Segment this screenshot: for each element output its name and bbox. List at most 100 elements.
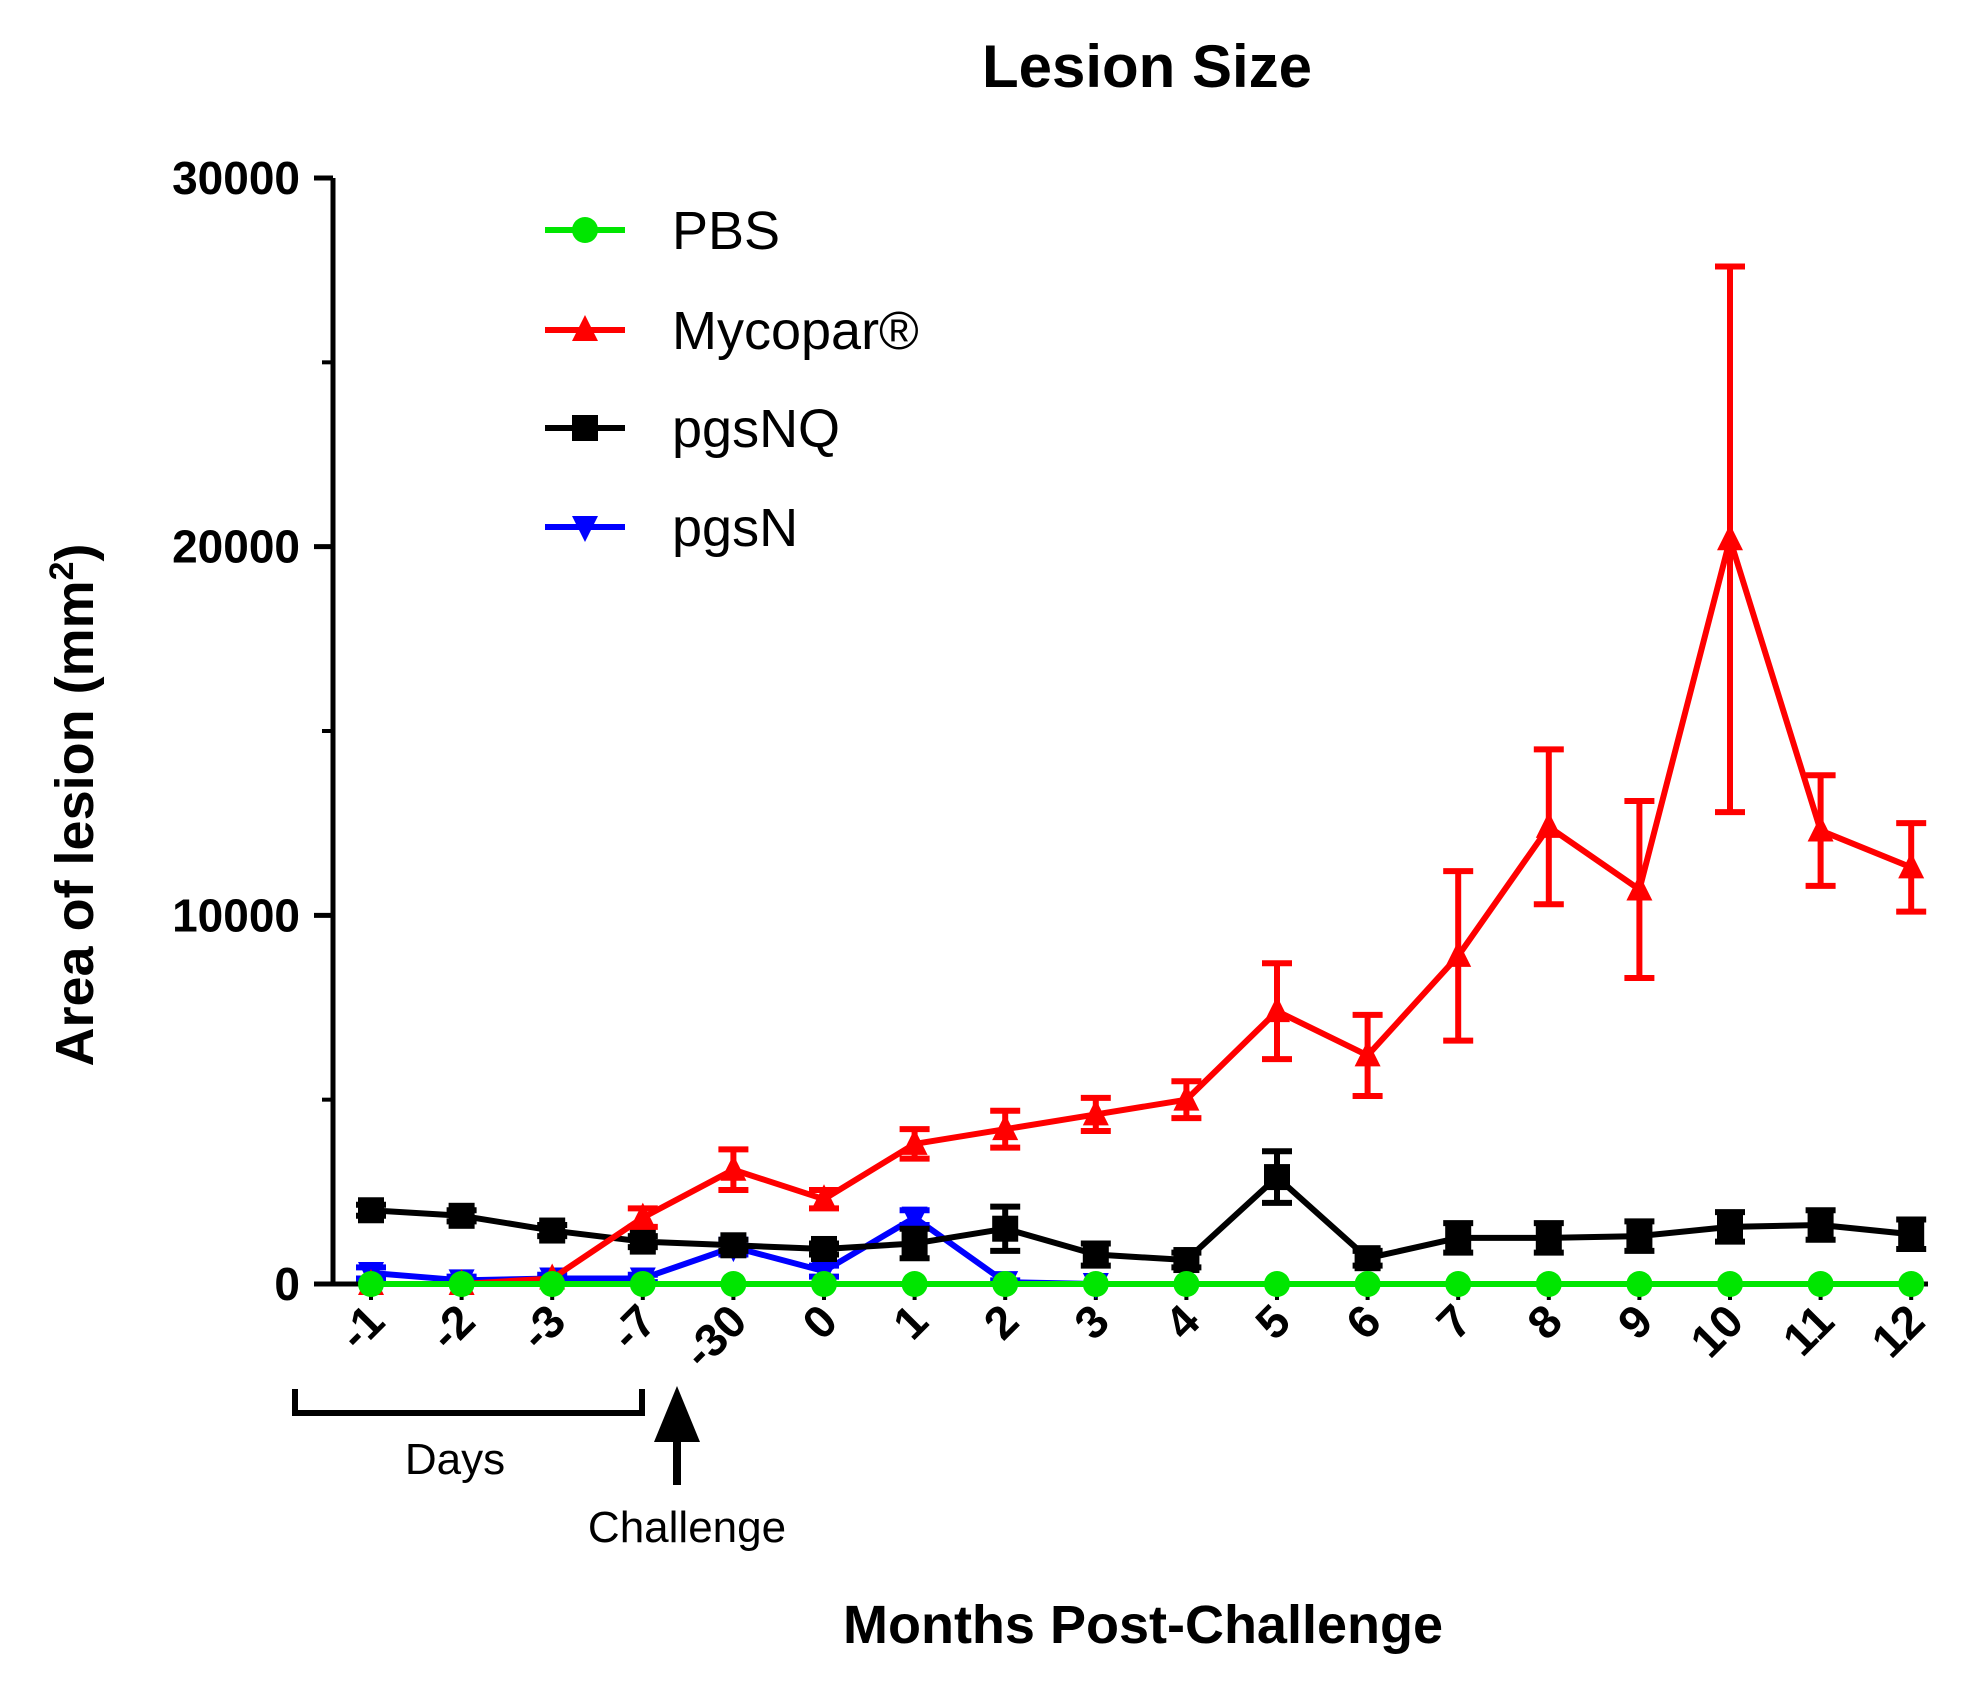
legend-label-pgsnq: pgsNQ bbox=[672, 399, 840, 459]
y-axis-label: Area of lesion (mm2) bbox=[43, 543, 105, 1066]
data-point-pbs bbox=[1264, 1271, 1290, 1297]
series-line-mycopar bbox=[371, 536, 1913, 1287]
data-point-pgsnq bbox=[1445, 1224, 1472, 1251]
series-layer bbox=[356, 263, 1927, 1299]
data-point-pgsnq bbox=[1354, 1245, 1381, 1272]
data-point-pgsnq bbox=[1807, 1212, 1834, 1239]
x-tick-label: 3 bbox=[1064, 1294, 1119, 1349]
x-tick-label: 12 bbox=[1861, 1294, 1934, 1367]
legend-label-pbs: PBS bbox=[672, 201, 780, 261]
data-point-mycopar bbox=[1173, 1084, 1200, 1111]
data-point-pgsnq bbox=[811, 1235, 837, 1262]
x-tick-label: 10 bbox=[1680, 1294, 1753, 1367]
data-point-pgsnq bbox=[448, 1202, 475, 1229]
x-tick-label: -3 bbox=[510, 1294, 576, 1360]
data-point-pgsnq bbox=[1082, 1241, 1109, 1268]
chart-title: Lesion Size bbox=[982, 33, 1312, 100]
data-point-pgsnq bbox=[1264, 1164, 1290, 1191]
days-label: Days bbox=[405, 1435, 505, 1484]
x-tick-label: 8 bbox=[1517, 1294, 1572, 1349]
y-axis-label-close: ) bbox=[45, 543, 105, 561]
data-point-pbs bbox=[1354, 1271, 1381, 1297]
x-tick-label: 7 bbox=[1426, 1294, 1481, 1349]
data-point-pgsnq bbox=[1173, 1247, 1200, 1274]
data-point-pgsnq bbox=[1717, 1213, 1743, 1240]
data-point-pgsn bbox=[901, 1206, 928, 1233]
data-point-pbs bbox=[1898, 1271, 1925, 1297]
x-axis-label: Months Post-Challenge bbox=[843, 1595, 1443, 1655]
days-bracket-line bbox=[292, 1389, 645, 1416]
y-tick-label: 30000 bbox=[172, 152, 300, 204]
data-point-pgsnq bbox=[629, 1228, 656, 1255]
legend-marker-pbs bbox=[572, 217, 598, 243]
data-point-pbs bbox=[358, 1271, 384, 1297]
x-tick-label: 6 bbox=[1336, 1294, 1391, 1349]
data-point-mycopar bbox=[629, 1202, 656, 1229]
data-point-mycopar bbox=[1264, 996, 1290, 1023]
x-tick-label: 4 bbox=[1155, 1294, 1210, 1349]
data-point-mycopar bbox=[1626, 874, 1653, 901]
y-tick-label: 10000 bbox=[172, 889, 300, 941]
x-tick-label: -1 bbox=[328, 1294, 394, 1360]
data-point-pbs bbox=[1807, 1271, 1834, 1297]
data-point-mycopar bbox=[1082, 1099, 1109, 1126]
legend-marker-pgsnq bbox=[572, 415, 598, 441]
series-mycopar bbox=[358, 263, 1927, 1295]
data-point-mycopar bbox=[1535, 811, 1562, 838]
challenge-arrow: Challenge bbox=[588, 1386, 786, 1552]
legend-label-mycopar: Mycopar® bbox=[672, 301, 919, 361]
y-tick-label: 0 bbox=[274, 1258, 300, 1310]
data-point-pgsnq bbox=[1626, 1223, 1653, 1250]
x-tick-label: -30 bbox=[673, 1294, 757, 1378]
data-point-pbs bbox=[448, 1271, 475, 1297]
series-pbs bbox=[358, 1271, 1925, 1297]
y-axis-label-main: Area of lesion (mm bbox=[45, 580, 105, 1066]
x-tick-label: -2 bbox=[419, 1294, 485, 1360]
data-point-pbs bbox=[901, 1271, 928, 1297]
data-point-pbs bbox=[539, 1271, 566, 1297]
challenge-label: Challenge bbox=[588, 1503, 786, 1552]
x-tick-label: 2 bbox=[973, 1294, 1028, 1349]
data-point-pgsnq bbox=[1535, 1224, 1562, 1251]
data-point-pbs bbox=[1445, 1271, 1472, 1297]
x-tick-label: 5 bbox=[1245, 1294, 1300, 1349]
data-point-pgsnq bbox=[1898, 1221, 1925, 1248]
legend-marker-pgsn bbox=[572, 516, 598, 542]
data-point-pbs bbox=[1717, 1271, 1743, 1297]
data-point-pgsnq bbox=[992, 1215, 1019, 1242]
x-tick-label: 1 bbox=[883, 1294, 938, 1349]
data-point-mycopar bbox=[720, 1154, 747, 1181]
data-point-pgsnq bbox=[358, 1197, 384, 1224]
data-point-mycopar bbox=[811, 1184, 837, 1211]
challenge-arrow-head bbox=[654, 1386, 700, 1442]
days-bracket: Days bbox=[292, 1389, 645, 1484]
x-tick-label: 9 bbox=[1608, 1294, 1663, 1349]
legend-label-pgsn: pgsN bbox=[672, 498, 798, 558]
legend: PBS Mycopar® pgsNQ pgsN bbox=[545, 201, 919, 558]
data-point-pbs bbox=[720, 1271, 747, 1297]
data-point-mycopar bbox=[1898, 852, 1925, 879]
series-line-pgsnq bbox=[370, 1174, 1912, 1264]
data-point-mycopar bbox=[901, 1128, 928, 1155]
x-tick-label: -7 bbox=[600, 1294, 666, 1360]
data-point-pbs bbox=[1082, 1271, 1109, 1297]
legend-marker-mycopar bbox=[572, 315, 598, 341]
x-tick-label: 11 bbox=[1773, 1294, 1844, 1365]
y-tick-label: 20000 bbox=[172, 521, 300, 573]
data-point-mycopar bbox=[1445, 940, 1472, 967]
y-axis-label-superscript: 2 bbox=[43, 561, 81, 580]
data-point-mycopar bbox=[1807, 815, 1834, 842]
y-ticks: 0 10000 20000 30000 bbox=[172, 152, 333, 1310]
data-point-mycopar bbox=[1354, 1040, 1381, 1067]
data-point-pbs bbox=[629, 1271, 656, 1297]
data-point-pbs bbox=[992, 1271, 1019, 1297]
data-point-mycopar bbox=[1717, 524, 1743, 551]
data-point-pbs bbox=[1626, 1271, 1653, 1297]
data-point-pbs bbox=[1535, 1271, 1562, 1297]
series-pgsnq bbox=[356, 1148, 1927, 1274]
data-point-mycopar bbox=[992, 1114, 1019, 1141]
data-point-pgsnq bbox=[720, 1232, 747, 1259]
data-point-pbs bbox=[811, 1271, 837, 1297]
data-point-pgsnq bbox=[539, 1217, 566, 1244]
